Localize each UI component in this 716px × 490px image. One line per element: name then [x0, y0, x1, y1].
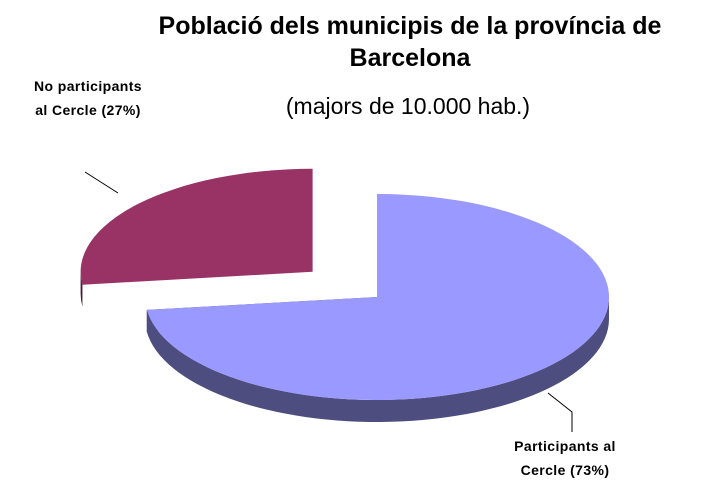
chart-subtitle: (majors de 10.000 hab.) [285, 93, 531, 119]
pie-slice [80, 168, 313, 285]
data-label: No participants al Cercle (27%) [34, 78, 142, 118]
pie-slice [146, 194, 609, 400]
leader-line [547, 392, 573, 432]
chart-title: Població dels municipis de la província … [158, 12, 662, 72]
pie-slice-side [146, 297, 609, 423]
leader-line [84, 171, 119, 194]
data-label: Participants al Cercle (73%) [514, 438, 616, 478]
pie-slice-side [80, 271, 83, 307]
